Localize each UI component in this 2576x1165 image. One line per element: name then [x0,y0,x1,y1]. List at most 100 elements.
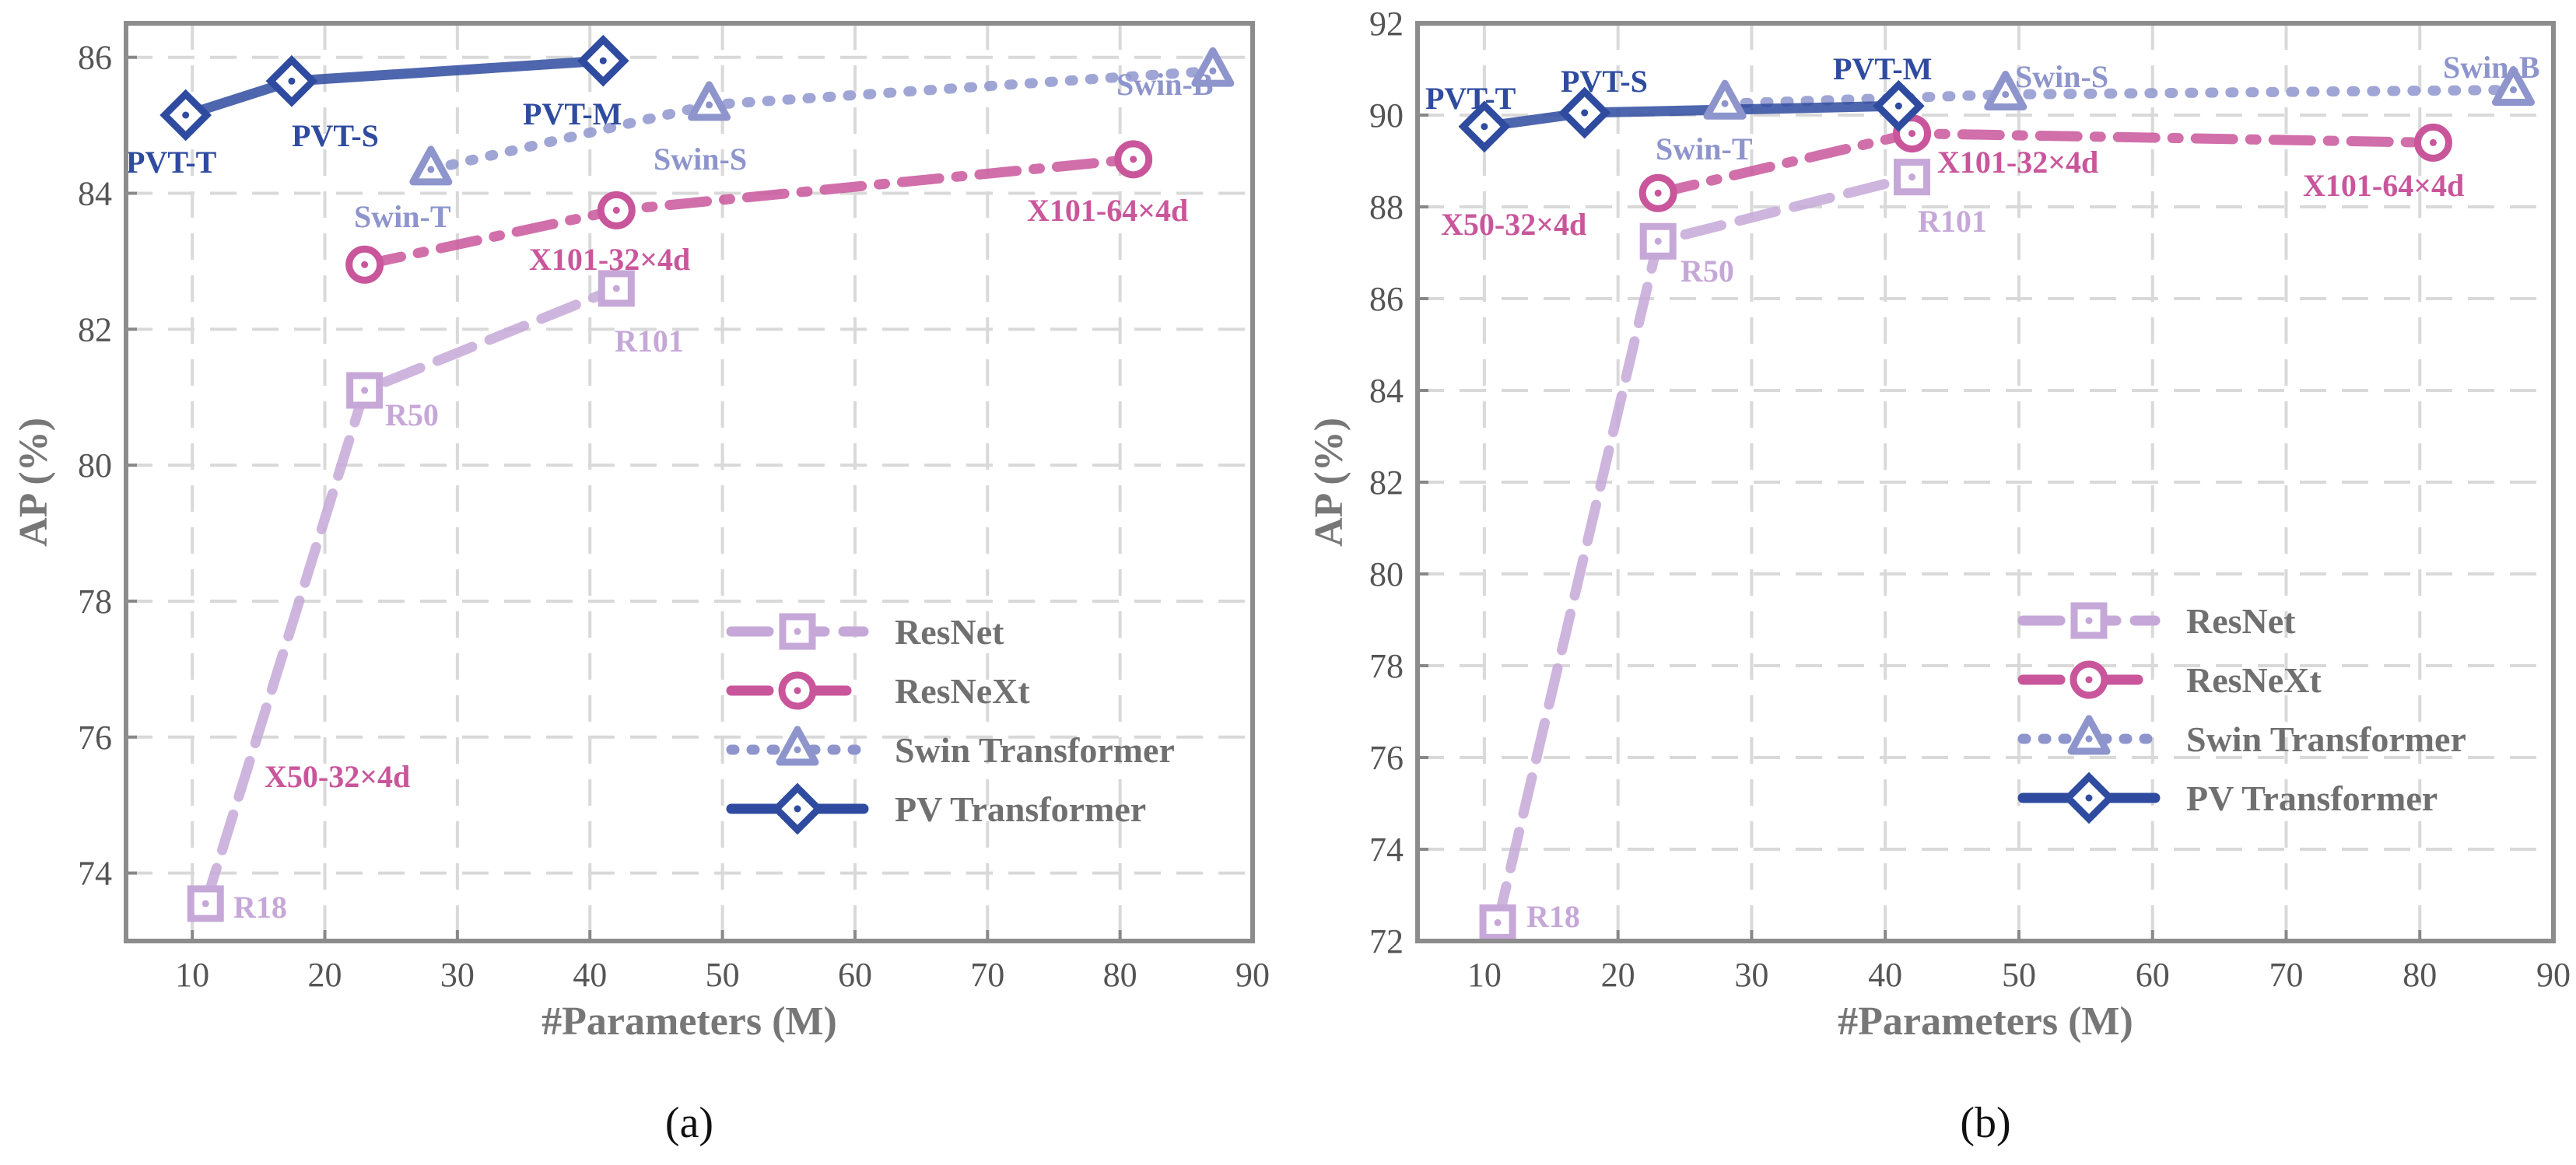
point-label-r101: R101 [615,324,684,359]
legend-marker-swin-transformer [2067,715,2111,755]
marker-swin-transformer-center [2509,86,2517,94]
point-label-r18: R18 [233,890,287,925]
point-label-x50-32-4d: X50-32×4d [1441,207,1586,242]
x-tick-label: 10 [1467,956,1502,994]
y-tick-label: 80 [1369,555,1404,593]
marker-resnet-center [1654,237,1662,245]
y-axis-label: AP (%) [12,418,56,547]
x-tick-label: 90 [2536,956,2571,994]
y-tick-label: 76 [1369,739,1404,777]
plot-frame [1415,21,2556,943]
marker-resnext-center [1130,156,1137,163]
x-tick-label: 20 [1601,956,1635,994]
legend-label-pv-transformer: PV Transformer [2186,778,2438,818]
point-label-pvt-s: PVT-S [1561,64,1648,99]
x-tick-label: 50 [2002,956,2036,994]
y-tick-label: 86 [1369,280,1404,318]
point-label-swin-s: Swin-S [2015,59,2108,94]
point-label-swin-s: Swin-S [654,142,747,177]
legend-marker-pv-transformer-center [2085,794,2093,802]
x-tick-label: 40 [1868,956,1902,994]
chart-b: 10 20 30 40 50 60 70 80 90 72 74 76 78 80 82 84 86 88 90 92… [1307,5,2571,1147]
point-label-x50-32-4d: X50-32×4d [265,759,410,794]
y-tick-label: 90 [1369,96,1404,135]
marker-resnet-center [612,285,620,292]
y-tick-label: 82 [78,310,112,348]
point-label-x101-64-4d: X101-64×4d [1027,193,1188,228]
y-tick-label: 80 [78,446,112,485]
marker-resnet-center [1494,918,1502,926]
point-label-r18: R18 [1526,899,1580,934]
marker-resnet [346,372,384,409]
y-tick-label: 82 [1369,464,1404,502]
marker-swin-transformer [1191,47,1235,87]
point-label-x101-32-4d: X101-32×4d [529,242,690,277]
x-tick-label: 40 [573,956,607,994]
x-tick-label: 70 [2269,956,2303,994]
point-label-swin-t: Swin-T [1656,131,1753,166]
marker-swin-transformer-center [1209,67,1217,75]
point-label-pvt-t: PVT-T [126,145,217,180]
legend-marker-resnet-center [794,628,801,635]
marker-swin-transformer [2491,66,2535,107]
marker-resnet-center [361,387,369,394]
legend-label-pv-transformer: PV Transformer [895,789,1146,829]
point-label-r101: R101 [1918,204,1987,239]
y-tick-label: 74 [1369,831,1404,869]
marker-pv-transformer-center [288,77,296,85]
point-label-swin-b: Swin-B [1116,67,1214,102]
marker-pv-transformer-center [1481,123,1488,131]
legend-marker-swin-transformer [776,726,819,766]
marker-swin-transformer [1984,70,2028,110]
marker-swin-transformer-center [427,166,435,173]
marker-swin-transformer-center [2002,90,2010,98]
legend-marker-swin-transformer-center [2085,735,2093,743]
legend-marker-pv-transformer-center [794,805,801,813]
marker-pv-transformer-center [599,57,607,65]
y-tick-label: 72 [1369,922,1404,960]
y-tick-label: 88 [1369,188,1404,226]
legend-marker-swin-transformer-center [794,746,801,754]
point-label-swin-b: Swin-B [2443,50,2540,85]
x-axis-label: #Parameters (M) [1838,999,2133,1044]
point-label-r50: R50 [1681,254,1734,289]
marker-swin-transformer [409,145,453,186]
marker-resnet [187,885,224,922]
y-tick-label: 84 [78,175,112,213]
y-tick-label: 86 [78,39,112,77]
legend-marker-resnext-center [2085,676,2093,684]
x-tick-label: 60 [838,956,872,994]
marker-resnext-center [2429,138,2437,146]
chart-a: 10 20 30 40 50 60 70 80 90 74 76 78 80 82 84 86 R18 R50 R1… [12,21,1270,1147]
point-label-pvt-m: PVT-M [523,96,622,131]
x-tick-label: 60 [2136,956,2170,994]
y-tick-label: 76 [78,719,112,757]
x-tick-label: 70 [970,956,1004,994]
subfigure-caption: (a) [665,1099,713,1147]
point-label-x101-32-4d: X101-32×4d [1937,145,2098,180]
x-tick-label: 30 [440,956,475,994]
point-label-pvt-t: PVT-T [1425,81,1516,116]
x-tick-label: 50 [706,956,740,994]
point-label-pvt-s: PVT-S [292,118,379,153]
marker-resnext-center [1908,130,1916,138]
point-label-x101-64-4d: X101-64×4d [2303,168,2464,203]
x-tick-label: 80 [2403,956,2437,994]
legend-label-resnext: ResNeXt [895,671,1030,711]
y-axis-label: AP (%) [1307,418,1351,547]
legend-label-resnet: ResNet [895,612,1004,652]
marker-resnext-center [1654,189,1662,197]
marker-resnet [598,270,635,307]
y-tick-label: 78 [78,582,112,621]
point-label-swin-t: Swin-T [354,199,451,234]
marker-swin-transformer [688,81,731,121]
y-tick-label: 74 [78,855,112,893]
x-tick-label: 30 [1734,956,1768,994]
x-tick-label: 80 [1103,956,1137,994]
x-tick-label: 20 [308,956,342,994]
x-axis-label: #Parameters (M) [541,999,837,1044]
marker-swin-transformer-center [706,101,713,109]
legend-label-swin-transformer: Swin Transformer [895,730,1175,770]
subfigure-caption: (b) [1960,1099,2010,1147]
y-tick-label: 92 [1369,5,1404,43]
